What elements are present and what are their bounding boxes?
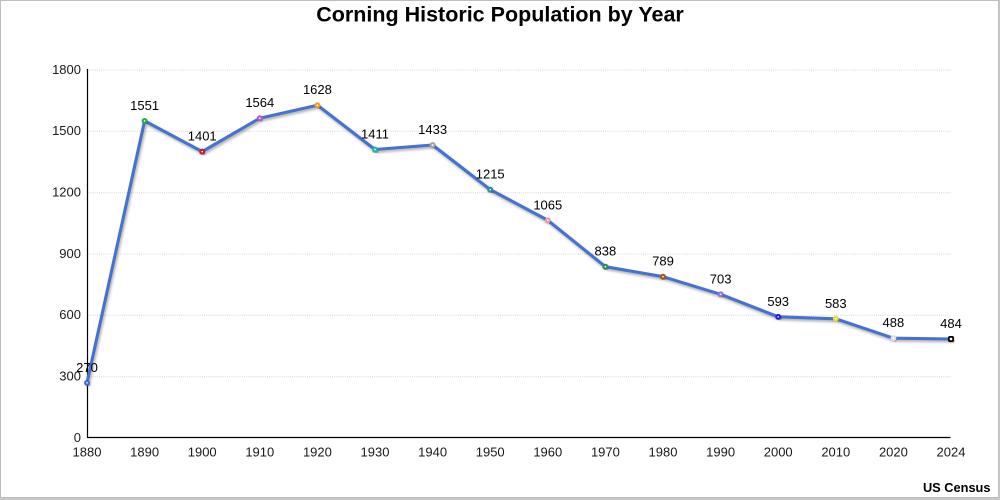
svg-text:1200: 1200 [52, 185, 81, 200]
svg-text:1900: 1900 [188, 445, 217, 460]
svg-text:US Census: US Census [923, 480, 991, 495]
svg-text:1940: 1940 [418, 445, 447, 460]
svg-text:703: 703 [710, 271, 732, 286]
svg-text:1065: 1065 [533, 197, 562, 212]
svg-text:1433: 1433 [418, 122, 447, 137]
svg-text:1880: 1880 [73, 445, 102, 460]
svg-text:789: 789 [652, 254, 674, 269]
svg-text:2020: 2020 [879, 445, 908, 460]
svg-text:300: 300 [59, 369, 81, 384]
svg-text:1411: 1411 [361, 127, 389, 142]
svg-text:1990: 1990 [706, 445, 735, 460]
svg-text:1628: 1628 [303, 82, 332, 97]
svg-text:593: 593 [767, 294, 789, 309]
svg-text:0: 0 [74, 430, 81, 445]
svg-text:1551: 1551 [130, 98, 159, 113]
svg-text:1401: 1401 [188, 129, 217, 144]
svg-text:2000: 2000 [764, 445, 793, 460]
svg-text:1500: 1500 [52, 123, 81, 138]
svg-text:900: 900 [59, 246, 81, 261]
svg-text:1930: 1930 [361, 445, 390, 460]
svg-text:2010: 2010 [821, 445, 850, 460]
svg-text:488: 488 [883, 315, 905, 330]
svg-text:1960: 1960 [533, 445, 562, 460]
svg-text:1564: 1564 [245, 95, 274, 110]
svg-text:1910: 1910 [245, 445, 274, 460]
svg-text:1970: 1970 [591, 445, 620, 460]
svg-text:1890: 1890 [130, 445, 159, 460]
svg-text:1920: 1920 [303, 445, 332, 460]
svg-text:583: 583 [825, 296, 847, 311]
svg-text:600: 600 [59, 307, 81, 322]
svg-text:1980: 1980 [649, 445, 678, 460]
svg-text:1950: 1950 [476, 445, 505, 460]
svg-text:270: 270 [76, 360, 98, 375]
svg-text:Corning Historic Population by: Corning Historic Population by Year [316, 3, 684, 27]
svg-text:1215: 1215 [476, 167, 505, 182]
svg-text:2024: 2024 [937, 445, 966, 460]
svg-text:484: 484 [940, 316, 962, 331]
svg-text:1800: 1800 [52, 62, 81, 77]
svg-text:838: 838 [595, 244, 617, 259]
